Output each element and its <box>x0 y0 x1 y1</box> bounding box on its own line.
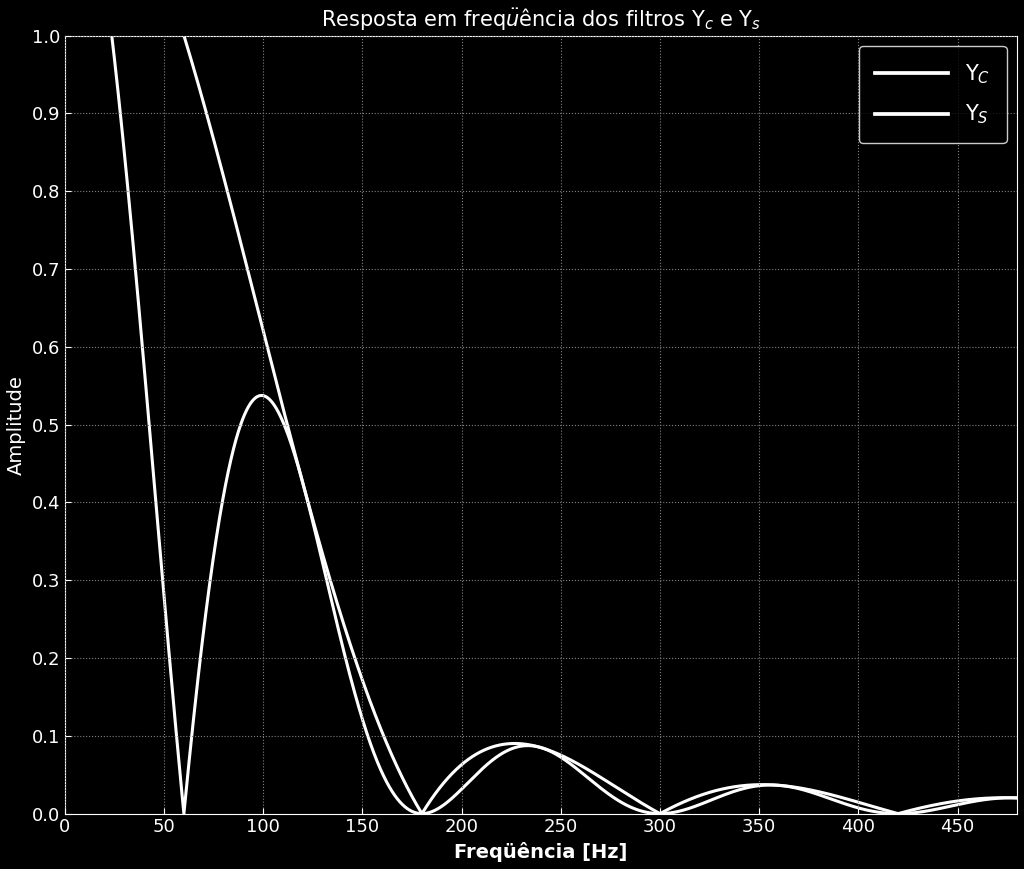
Title: Resposta em freq$\ddot{u}$ência dos filtros Y$_c$ e Y$_s$: Resposta em freq$\ddot{u}$ência dos filt… <box>321 7 761 33</box>
$Y_S$ <box>949 800 962 811</box>
Line: $Y_C$: $Y_C$ <box>65 0 1017 813</box>
X-axis label: Freqüência [Hz]: Freqüência [Hz] <box>455 842 628 862</box>
$Y_C$ <box>670 800 682 811</box>
$Y_C$ <box>296 475 308 486</box>
$Y_S$ <box>296 475 308 486</box>
$Y_S$ <box>670 806 682 817</box>
$Y_S$ <box>892 808 904 819</box>
$Y_C$ <box>509 739 521 749</box>
Legend: Y$_C$, Y$_S$: Y$_C$, Y$_S$ <box>858 46 1007 143</box>
$Y_C$ <box>1011 793 1023 803</box>
Line: $Y_S$: $Y_S$ <box>65 0 1017 813</box>
$Y_C$ <box>949 796 962 806</box>
$Y_S$ <box>509 742 521 753</box>
$Y_C$ <box>892 808 904 819</box>
$Y_C$ <box>740 780 753 791</box>
$Y_C$ <box>635 798 647 808</box>
Y-axis label: Amplitude: Amplitude <box>7 375 26 474</box>
$Y_S$ <box>1011 793 1023 803</box>
$Y_S$ <box>740 783 753 793</box>
$Y_S$ <box>635 806 647 816</box>
